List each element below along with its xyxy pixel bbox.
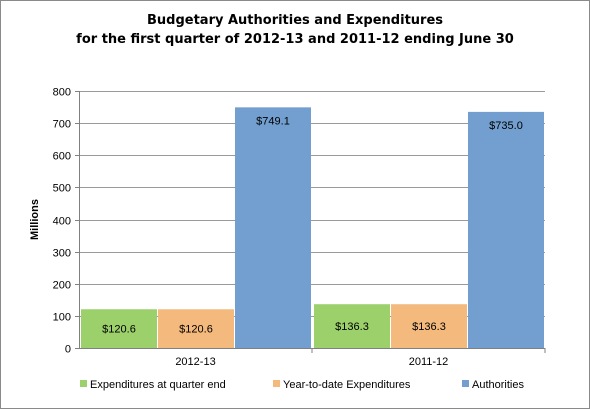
y-tick-label: 600 <box>53 151 71 163</box>
y-tick-label: 800 <box>53 87 71 99</box>
bar <box>81 309 157 348</box>
bar <box>235 107 311 348</box>
data-label: $749.1 <box>256 115 290 127</box>
data-label: $120.6 <box>102 324 136 336</box>
legend-swatch <box>80 380 87 387</box>
legend-label: Authorities <box>472 379 524 391</box>
y-tick-label: 300 <box>53 248 71 260</box>
y-tick-label: 400 <box>53 216 71 228</box>
y-tick-label: 100 <box>53 312 71 324</box>
y-axis-title: Millions <box>29 199 41 240</box>
x-tick-label: 2011-12 <box>409 356 449 368</box>
bar <box>314 304 390 348</box>
chart-title-block: Budgetary Authorities and Expenditures f… <box>1 11 589 49</box>
data-label: $735.0 <box>489 120 523 132</box>
legend-label: Expenditures at quarter end <box>90 379 226 391</box>
data-label: $120.6 <box>179 324 213 336</box>
y-tick-label: 500 <box>53 183 71 195</box>
legend-swatch <box>273 380 280 387</box>
bar <box>158 309 234 348</box>
y-tick-label: 0 <box>65 344 71 356</box>
chart-subtitle: for the first quarter of 2012-13 and 201… <box>76 32 514 47</box>
legend-label: Year-to-date Expenditures <box>283 379 411 391</box>
bar <box>468 111 544 348</box>
y-tick-label: 700 <box>53 119 71 131</box>
legend-swatch <box>462 380 469 387</box>
x-tick-label: 2012-13 <box>175 356 215 368</box>
y-tick-label: 200 <box>53 280 71 292</box>
chart-title: Budgetary Authorities and Expenditures <box>146 13 444 28</box>
data-label: $136.3 <box>412 321 446 333</box>
bar <box>391 304 467 348</box>
data-label: $136.3 <box>335 321 369 333</box>
